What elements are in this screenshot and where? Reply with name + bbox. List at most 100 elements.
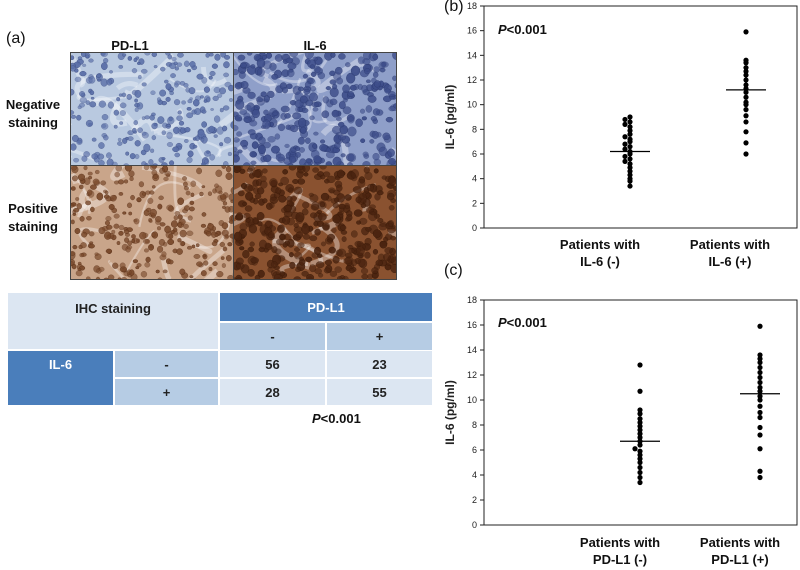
chart-c-point-series-1 xyxy=(637,442,643,448)
chart-b-point-series-1 xyxy=(622,141,628,147)
chart-b-point-series-2 xyxy=(743,82,749,88)
chart-c-point-series-2 xyxy=(757,403,763,409)
chart-b-p-value: P<0.001 xyxy=(498,22,547,37)
chart-b-y-tick-label: 8 xyxy=(472,124,477,134)
chart-c-point-series-2 xyxy=(757,384,763,391)
chart-c-y-axis-label: IL-6 (pg/ml) xyxy=(443,380,457,445)
table-il6-minus-header: - xyxy=(115,351,218,377)
chart-b-point-series-1 xyxy=(627,164,633,171)
chart-c-point-series-1 xyxy=(637,452,643,458)
table-cell-il6-plus-pdl1-plus: 55 xyxy=(327,379,432,405)
chart-b-point-series-1 xyxy=(627,172,633,178)
chart-b-y-tick-label: 6 xyxy=(472,149,477,159)
negative-staining-label: Negative staining xyxy=(5,97,61,130)
chart-c-point-series-2 xyxy=(757,446,763,452)
chart-c-point-series-1 xyxy=(637,407,643,413)
chart-b-point-series-1 xyxy=(627,161,633,167)
chart-b-point-series-2 xyxy=(743,113,749,119)
chart-c-y-tick-label: 6 xyxy=(472,445,477,455)
chart-b-y-tick-label: 2 xyxy=(472,198,477,208)
chart-b-point-series-2 xyxy=(743,129,749,135)
chart-c-category-1: Patients with PD-L1 (-) xyxy=(579,535,661,567)
chart-c-category-2: Patients with PD-L1 (+) xyxy=(699,535,781,567)
micrograph-pdl1-negative xyxy=(70,52,234,166)
chart-b-point-series-2 xyxy=(743,72,749,78)
table-corner-cell: IHC staining xyxy=(8,293,218,349)
il6-column-header: IL-6 xyxy=(303,38,327,53)
chart-c-point-series-1 xyxy=(637,362,643,368)
chart-b-point-series-1 xyxy=(622,153,628,160)
chart-c-point-series-2 xyxy=(757,424,763,431)
chart-c-point-series-1 xyxy=(637,474,643,481)
chart-b-point-series-1 xyxy=(627,131,633,137)
chart-c-point-series-1 xyxy=(637,423,643,429)
chart-b-plot-frame xyxy=(483,5,798,229)
panel-b-label: (b) xyxy=(444,0,464,15)
chart-b-point-series-1 xyxy=(627,119,633,125)
chart-c-point-series-2 xyxy=(757,388,763,394)
chart-c-point-series-1 xyxy=(632,446,638,452)
chart-b-y-axis-label: IL-6 (pg/ml) xyxy=(443,85,457,150)
positive-staining-label: Positive staining xyxy=(8,201,58,234)
pdl1-column-header: PD-L1 xyxy=(111,38,149,53)
chart-c-point-series-1 xyxy=(637,448,643,454)
chart-c-point-series-2 xyxy=(757,359,763,366)
chart-b-point-series-1 xyxy=(627,124,633,130)
chart-c-point-series-2 xyxy=(757,409,763,416)
chart-b-point-series-2 xyxy=(743,107,749,113)
chart-c-point-series-2 xyxy=(757,393,763,399)
chart-b-point-series-1 xyxy=(622,146,628,152)
chart-c-y-tick-label: 10 xyxy=(467,395,477,405)
chart-c-point-series-2 xyxy=(757,414,763,421)
chart-b-point-series-2 xyxy=(743,140,749,146)
chart-c-p-value: P<0.001 xyxy=(498,315,547,330)
micrograph-il6-positive xyxy=(233,165,397,280)
chart-b-point-series-1 xyxy=(627,156,633,162)
chart-b-point-series-1 xyxy=(622,116,628,123)
chart-c-point-series-1 xyxy=(637,411,643,417)
chart-c-point-series-2 xyxy=(757,397,763,403)
table-cell-il6-minus-pdl1-minus: 56 xyxy=(220,351,325,377)
micrograph-pdl1-positive xyxy=(70,165,234,280)
panel-c-label: (c) xyxy=(444,262,463,279)
chart-b-y-tick-label: 10 xyxy=(467,100,477,110)
chart-b-point-series-1 xyxy=(627,176,633,182)
chart-c-point-series-1 xyxy=(637,427,643,433)
chart-c-point-series-1 xyxy=(637,416,643,422)
chart-b-point-series-2 xyxy=(743,65,749,71)
chart-b-point-series-2 xyxy=(743,57,749,63)
chart-b-point-series-2 xyxy=(743,151,749,157)
chart-c-y-tick-label: 18 xyxy=(467,295,477,305)
table-cell-il6-plus-pdl1-minus: 28 xyxy=(220,379,325,405)
chart-c-point-series-2 xyxy=(757,379,763,386)
chart-b-y-tick-label: 16 xyxy=(467,26,477,36)
chart-b-point-series-1 xyxy=(627,136,633,142)
chart-b-point-series-1 xyxy=(627,168,633,174)
chart-c-y-tick-label: 14 xyxy=(467,345,477,355)
chart-b-point-series-1 xyxy=(622,134,628,140)
chart-b-point-series-1 xyxy=(627,114,633,120)
chart-c-point-series-1 xyxy=(637,479,643,486)
table-il6-header: IL-6 xyxy=(8,351,113,405)
chart-c-point-series-2 xyxy=(757,323,763,329)
chart-c-point-series-1 xyxy=(637,419,643,426)
micrograph-il6-negative xyxy=(233,52,397,166)
chart-c-point-series-1 xyxy=(637,431,643,437)
chart-b-y-tick-label: 0 xyxy=(472,223,477,233)
chart-b-category-2: Patients with IL-6 (+) xyxy=(689,237,771,269)
chart-b-point-series-2 xyxy=(743,29,749,35)
chart-b-point-series-2 xyxy=(743,77,749,83)
chart-c-y-tick-label: 16 xyxy=(467,320,477,330)
chart-c-plot: 0 2 4 6 8 10 12 14 16 18 IL-6 (pg/ml) xyxy=(443,295,798,530)
chart-c-point-series-2 xyxy=(757,356,763,362)
chart-c-y-tick-label: 12 xyxy=(467,370,477,380)
chart-b: 0 2 4 6 8 10 12 14 16 18 IL-6 (pg/ml) xyxy=(430,0,800,280)
chart-b-point-series-2 xyxy=(743,99,749,105)
chart-c-point-series-2 xyxy=(757,374,763,381)
chart-b-point-series-1 xyxy=(627,183,633,189)
table-pdl1-plus-header: + xyxy=(327,323,432,350)
chart-c-y-tick-label: 8 xyxy=(472,420,477,430)
chart-c-point-series-2 xyxy=(757,432,763,438)
table-il6-plus-header: + xyxy=(115,379,218,405)
chart-c-point-series-2 xyxy=(757,352,763,358)
